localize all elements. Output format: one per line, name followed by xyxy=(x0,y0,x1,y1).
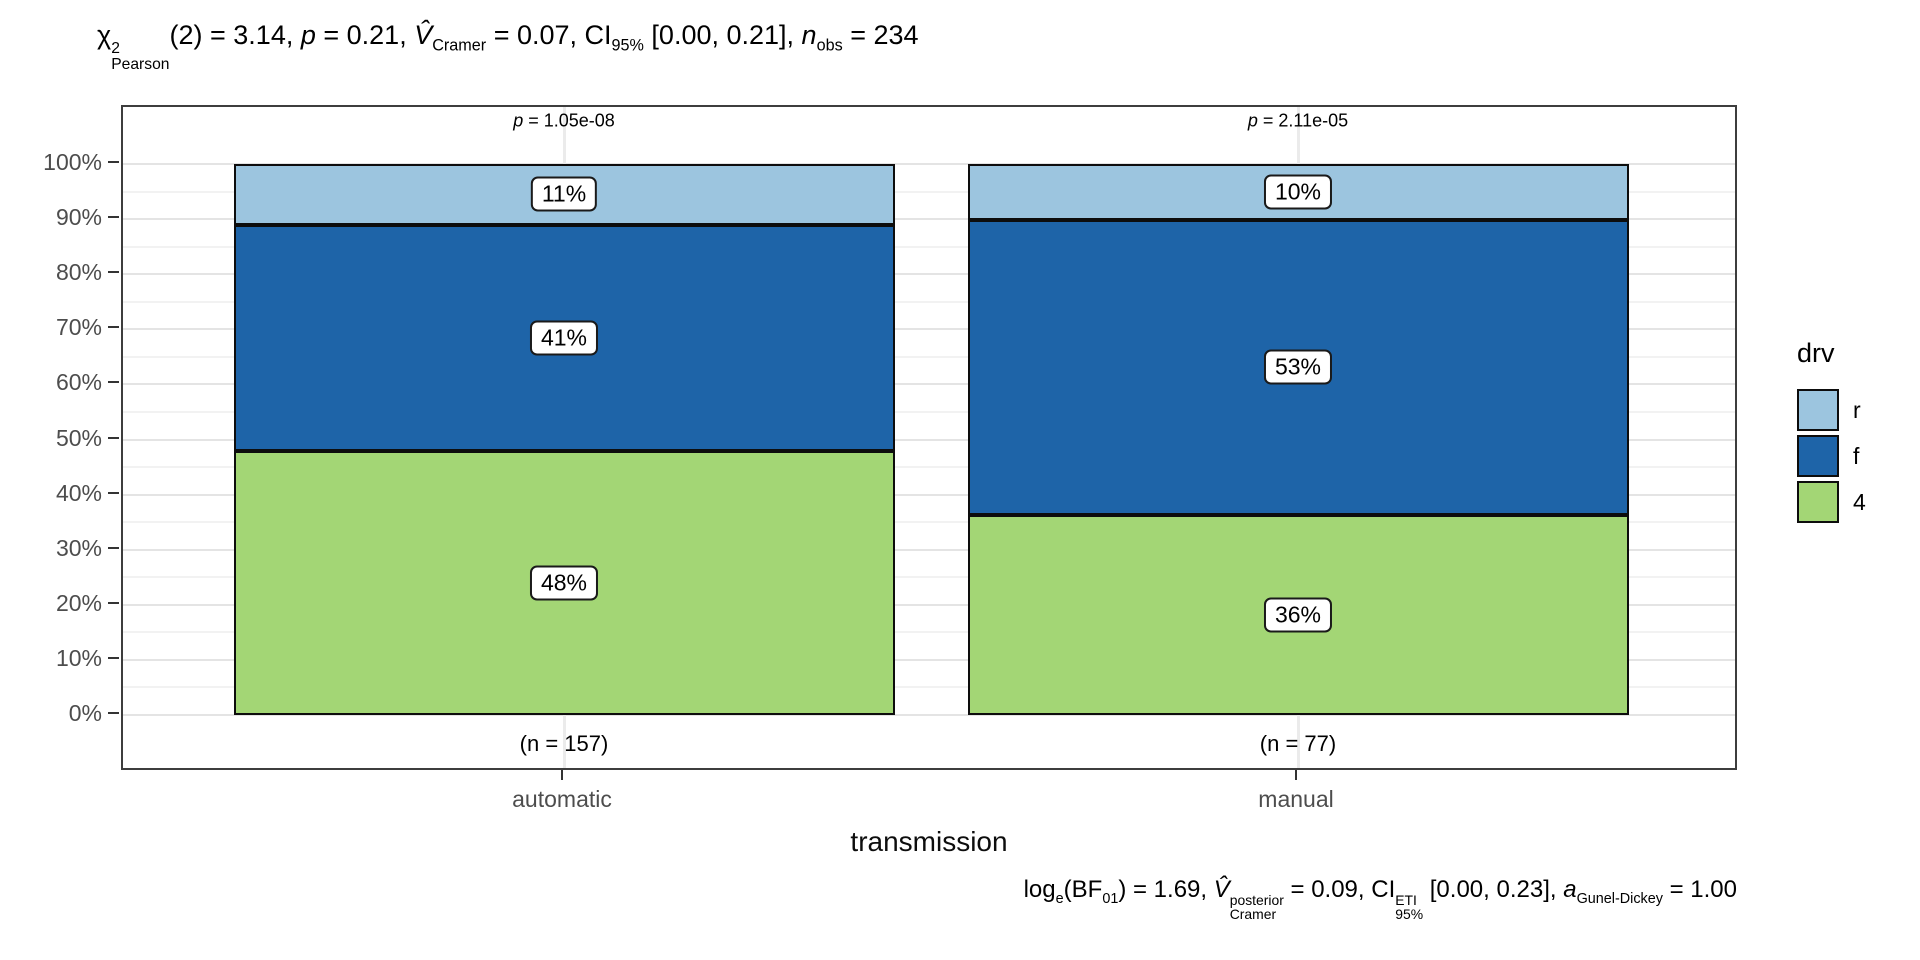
legend-item-f: f xyxy=(1797,435,1866,477)
y-tick-mark xyxy=(108,436,119,439)
y-gridline-minor xyxy=(123,576,1735,579)
y-tick-label: 10% xyxy=(55,644,102,671)
y-gridline-major xyxy=(123,328,1735,331)
legend-label-f: f xyxy=(1853,442,1860,469)
bayes-caption: loge(BF01) = 1.69, V̂ posterior Cramer = 0… xyxy=(1023,876,1737,923)
y-tick-mark xyxy=(108,271,119,274)
n-label-manual: (n = 77) xyxy=(1259,731,1337,756)
y-gridline-major xyxy=(123,548,1735,551)
y-tick-label: 60% xyxy=(55,369,102,396)
y-gridline-major xyxy=(123,493,1735,496)
legend-label-r: r xyxy=(1853,396,1861,423)
y-tick-label: 0% xyxy=(68,700,102,726)
stats-subtitle: χ 2 Pearson (2) = 3.14, p = 0.21, V̂Cramer … xyxy=(97,20,919,74)
p-value-label-automatic: p = 1.05e-08 xyxy=(513,110,615,131)
y-gridline-major xyxy=(123,383,1735,386)
y-tick-label: 30% xyxy=(55,534,102,561)
x-tick-mark xyxy=(1295,770,1297,780)
percent-label-manual-4: 36% xyxy=(1263,597,1333,633)
percent-label-automatic-f: 41% xyxy=(529,320,599,356)
percent-label-manual-r: 10% xyxy=(1263,174,1333,210)
y-gridline-minor xyxy=(123,245,1735,248)
y-tick-label: 90% xyxy=(55,204,102,231)
legend-item-4: 4 xyxy=(1797,481,1866,523)
y-gridline-minor xyxy=(123,686,1735,689)
y-tick-mark xyxy=(108,216,119,219)
y-tick-mark xyxy=(108,161,119,163)
legend-swatch-f xyxy=(1797,435,1839,477)
y-gridline-major xyxy=(123,273,1735,276)
percent-label-automatic-4: 48% xyxy=(529,565,599,601)
y-gridline-major xyxy=(123,163,1735,165)
plot-panel: 48% 41% 11% p = 1.05e-08 (n = 157) 36% 53% 10% p… xyxy=(121,105,1737,770)
legend-item-r: r xyxy=(1797,389,1866,431)
y-tick-mark xyxy=(108,546,119,549)
y-gridline-major xyxy=(123,438,1735,441)
y-tick-mark xyxy=(108,491,119,494)
y-gridline-minor xyxy=(123,300,1735,303)
y-tick-label: 20% xyxy=(55,589,102,616)
x-tick-mark xyxy=(561,770,563,780)
y-tick-mark xyxy=(108,601,119,604)
y-tick-mark xyxy=(108,381,119,384)
y-gridline-minor xyxy=(123,410,1735,413)
y-gridline-major xyxy=(123,658,1735,661)
y-tick-label: 100% xyxy=(43,149,102,175)
legend-swatch-4 xyxy=(1797,481,1839,523)
y-tick-mark xyxy=(108,656,119,659)
legend-swatch-r xyxy=(1797,389,1839,431)
y-gridline-minor xyxy=(123,521,1735,524)
y-gridline-minor xyxy=(123,466,1735,469)
y-tick-label: 80% xyxy=(55,259,102,286)
y-tick-label: 40% xyxy=(55,479,102,506)
legend-title: drv xyxy=(1797,338,1835,368)
y-tick-label: 70% xyxy=(55,314,102,341)
y-gridline-major xyxy=(123,714,1735,716)
y-gridline-major xyxy=(123,218,1735,221)
n-label-automatic: (n = 157) xyxy=(519,731,609,756)
y-tick-label: 50% xyxy=(55,424,102,451)
y-gridline-minor xyxy=(123,355,1735,358)
percent-label-manual-f: 53% xyxy=(1263,349,1333,385)
bar-segment-manual-4 xyxy=(967,514,1629,715)
percent-label-automatic-r: 11% xyxy=(530,176,598,212)
x-axis-title: transmission xyxy=(850,826,1008,857)
p-value-label-manual: p = 2.11e-05 xyxy=(1247,110,1349,131)
y-gridline-major xyxy=(123,603,1735,606)
x-category-label-automatic: automatic xyxy=(512,786,612,812)
y-tick-mark xyxy=(108,326,119,329)
x-category-label-manual: manual xyxy=(1258,786,1334,812)
legend-label-4: 4 xyxy=(1853,488,1866,515)
y-tick-mark xyxy=(108,712,119,714)
y-gridline-minor xyxy=(123,190,1735,193)
y-gridline-minor xyxy=(123,631,1735,634)
